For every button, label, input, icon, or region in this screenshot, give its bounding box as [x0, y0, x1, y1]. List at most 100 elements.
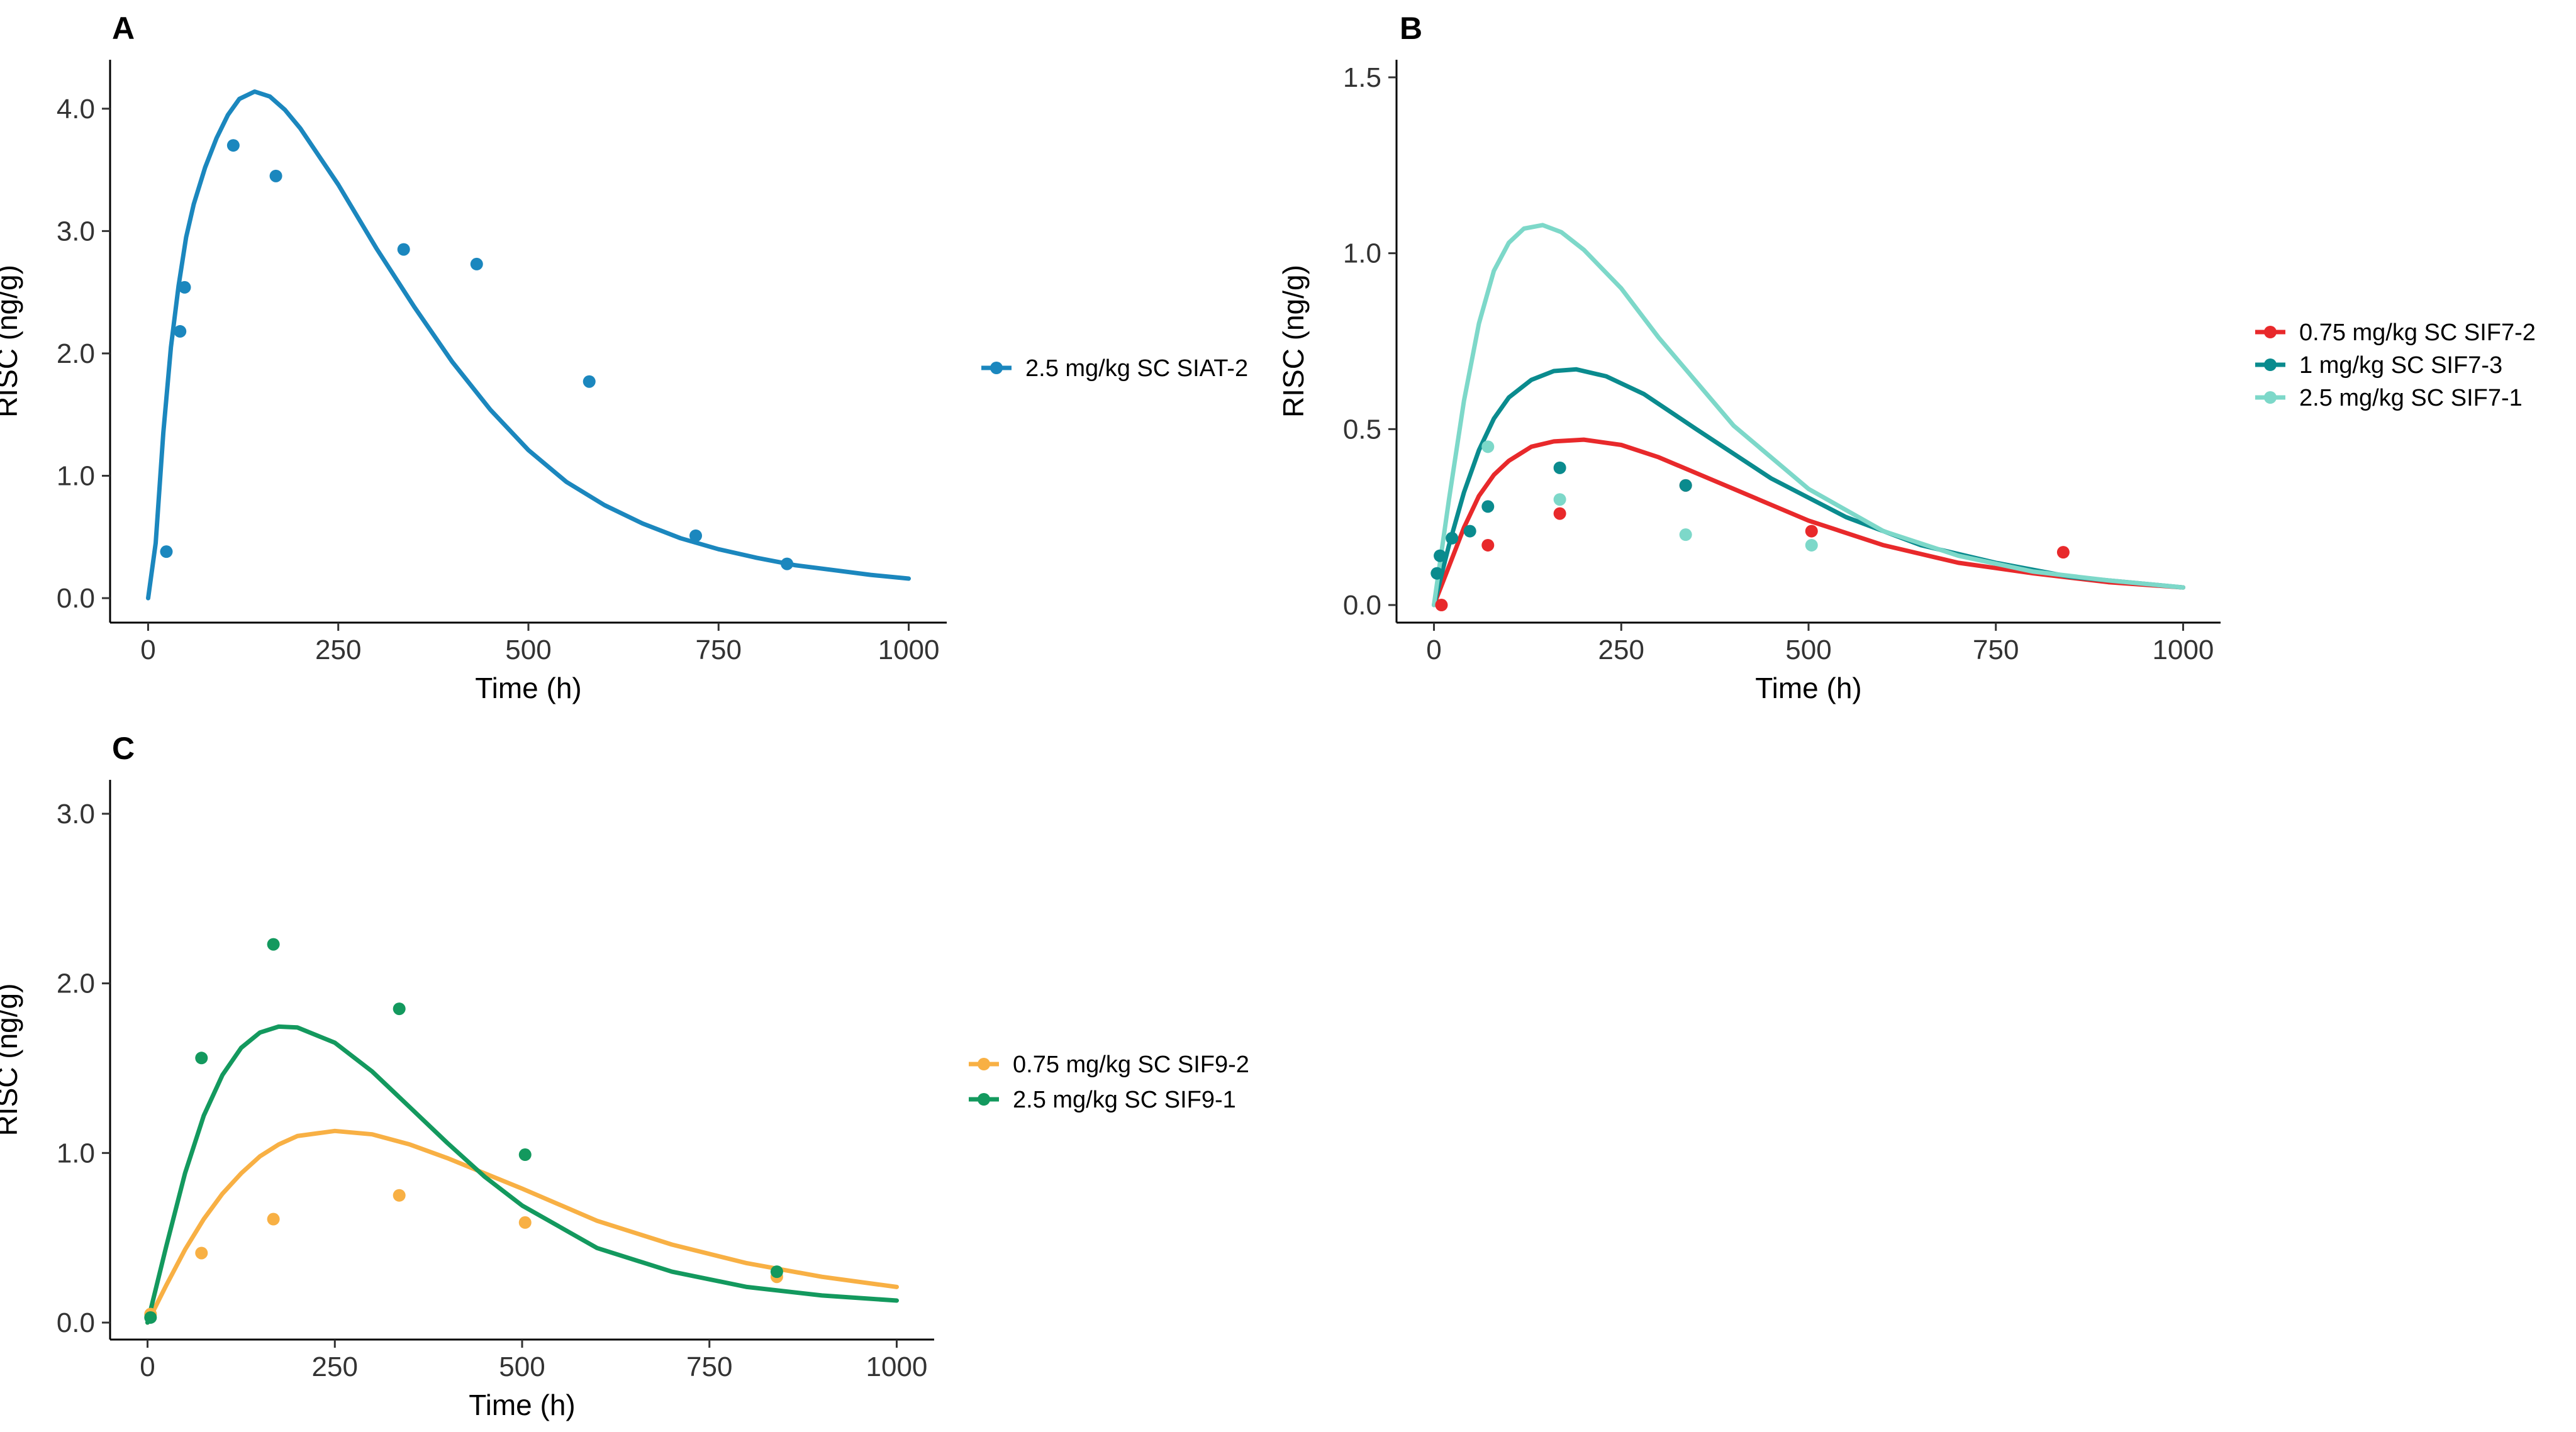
- x-tick-label: 750: [686, 1352, 732, 1382]
- x-tick-label: 250: [315, 635, 361, 665]
- chart-panel-b: B 0 250 500 750 1000 0.0 0.5 1.0 1.5 Time (h) RISC …: [1277, 11, 2536, 704]
- x-tick-label: 500: [1785, 635, 1831, 665]
- x-tick-label: 0: [1426, 635, 1441, 665]
- y-tick-label: 1.0: [57, 1138, 95, 1168]
- legend-swatch-point: [2264, 391, 2277, 404]
- x-tick-label: 500: [499, 1352, 545, 1382]
- y-tick-label: 2.0: [57, 338, 95, 369]
- x-tick-label: 0: [140, 635, 155, 665]
- data-point: [1481, 500, 1495, 513]
- data-point: [267, 1213, 280, 1226]
- data-point: [583, 375, 596, 388]
- y-tick-label: 1.0: [1343, 238, 1381, 269]
- legend-item: 0.75 mg/kg SC SIF7-2: [2255, 319, 2536, 346]
- data-point: [195, 1052, 208, 1065]
- data-point: [195, 1246, 208, 1260]
- legend-swatch-point: [978, 1058, 990, 1070]
- data-point: [1430, 567, 1444, 580]
- x-tick-label: 1000: [866, 1352, 928, 1382]
- series-line: [1432, 437, 2185, 608]
- data-point: [226, 139, 240, 152]
- data-point: [1435, 599, 1448, 612]
- x-tick-label: 1000: [2153, 635, 2214, 665]
- y-tick-label: 1.5: [1343, 62, 1381, 93]
- legend-item: 2.5 mg/kg SC SIF9-1: [969, 1087, 1236, 1113]
- data-point: [393, 1002, 406, 1016]
- legend-swatch-point: [990, 362, 1003, 374]
- legend-label: 2.5 mg/kg SC SIAT-2: [1025, 355, 1248, 382]
- y-tick-label: 2.0: [57, 969, 95, 999]
- data-point: [1434, 549, 1447, 562]
- data-point: [1805, 538, 1818, 552]
- data-point: [1481, 538, 1495, 552]
- data-point: [2056, 546, 2070, 559]
- data-point: [178, 280, 191, 294]
- data-point: [1553, 507, 1566, 520]
- x-axis-title: Time (h): [1755, 672, 1862, 704]
- x-tick-label: 0: [140, 1352, 155, 1382]
- data-point: [174, 325, 187, 338]
- legend-item: 2.5 mg/kg SC SIAT-2: [981, 355, 1248, 382]
- y-tick-label: 3.0: [57, 799, 95, 830]
- data-point: [1553, 493, 1566, 506]
- data-point: [470, 257, 483, 270]
- data-point: [1481, 440, 1495, 453]
- series-line: [146, 89, 911, 601]
- legend-swatch-point: [2264, 358, 2277, 371]
- x-tick-label: 250: [1598, 635, 1644, 665]
- x-tick-label: 1000: [878, 635, 940, 665]
- data-point: [1463, 525, 1476, 538]
- chart-panel-a: A 0 250 500 750 1000 0.0 1.0 2.0 3.0 4.0 Time (h) RI…: [0, 11, 1248, 704]
- legend-label: 0.75 mg/kg SC SIF7-2: [2299, 319, 2536, 346]
- y-tick-label: 0.0: [1343, 590, 1381, 621]
- y-tick-label: 4.0: [57, 94, 95, 125]
- y-tick-label: 0.5: [1343, 414, 1381, 445]
- data-point: [1679, 479, 1692, 492]
- panel-label: A: [112, 11, 135, 46]
- data-point: [1553, 461, 1566, 474]
- data-point: [781, 557, 794, 570]
- chart-panel-c: C 0 250 500 750 1000 0.0 1.0 2.0 3.0 Time (h) RISC …: [0, 731, 1249, 1421]
- data-point: [269, 169, 282, 182]
- data-point: [1679, 528, 1692, 541]
- series-line: [1432, 223, 2185, 608]
- x-axis-title: Time (h): [469, 1389, 576, 1421]
- legend-swatch-point: [978, 1093, 990, 1106]
- y-axis-title: RISC (ng/g): [0, 265, 23, 418]
- data-point: [518, 1216, 532, 1229]
- legend-label: 1 mg/kg SC SIF7-3: [2299, 352, 2502, 379]
- legend-swatch-point: [2264, 326, 2277, 338]
- x-tick-label: 500: [505, 635, 551, 665]
- legend-label: 2.5 mg/kg SC SIF7-1: [2299, 385, 2523, 411]
- x-tick-label: 250: [312, 1352, 358, 1382]
- series-line: [145, 1128, 899, 1325]
- y-axis-title: RISC (ng/g): [1277, 265, 1310, 418]
- panel-label: B: [1400, 11, 1422, 46]
- legend-item: 1 mg/kg SC SIF7-3: [2255, 352, 2502, 379]
- data-point: [518, 1148, 532, 1162]
- data-point: [1805, 525, 1818, 538]
- data-point: [393, 1189, 406, 1202]
- data-point: [689, 529, 702, 542]
- data-point: [397, 243, 410, 256]
- legend-label: 2.5 mg/kg SC SIF9-1: [1013, 1087, 1236, 1113]
- y-tick-label: 3.0: [57, 216, 95, 247]
- data-point: [267, 938, 280, 951]
- legend-item: 0.75 mg/kg SC SIF9-2: [969, 1052, 1249, 1078]
- data-point: [144, 1311, 157, 1324]
- data-point: [770, 1265, 783, 1279]
- y-tick-label: 1.0: [57, 461, 95, 492]
- y-tick-label: 0.0: [57, 583, 95, 614]
- series-line: [145, 1024, 899, 1325]
- data-point: [1446, 531, 1459, 545]
- data-point: [160, 545, 173, 558]
- x-axis-title: Time (h): [475, 672, 582, 704]
- legend-item: 2.5 mg/kg SC SIF7-1: [2255, 385, 2523, 411]
- x-tick-label: 750: [696, 635, 742, 665]
- y-tick-label: 0.0: [57, 1307, 95, 1338]
- legend-label: 0.75 mg/kg SC SIF9-2: [1013, 1052, 1249, 1078]
- x-tick-label: 750: [1973, 635, 2019, 665]
- y-axis-title: RISC (ng/g): [0, 984, 23, 1136]
